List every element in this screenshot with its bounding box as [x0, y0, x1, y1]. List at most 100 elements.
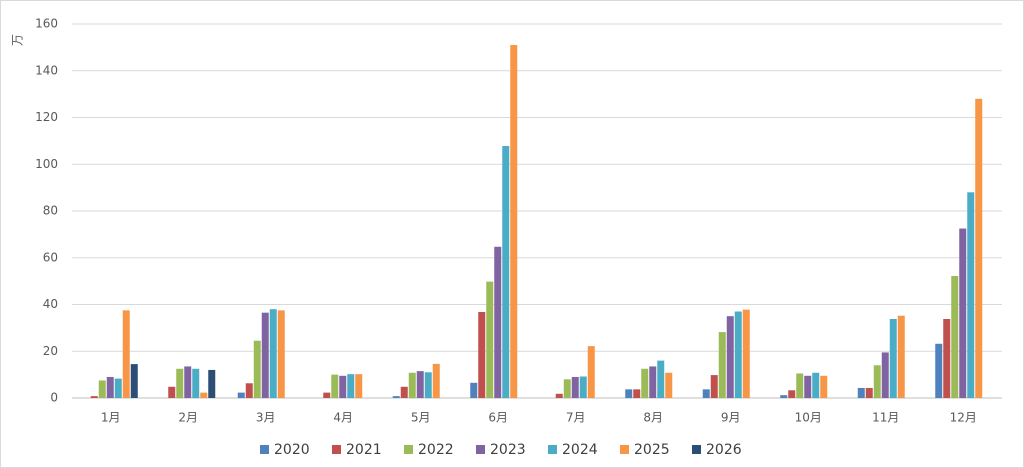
bar: [710, 375, 718, 398]
x-tick-label: 7月: [566, 411, 586, 425]
bar: [106, 376, 114, 398]
bar: [432, 363, 440, 398]
bar: [788, 390, 796, 398]
bar: [355, 374, 363, 398]
bar: [881, 352, 889, 398]
x-tick-label: 6月: [488, 411, 508, 425]
x-tick-label: 8月: [643, 411, 663, 425]
bar: [277, 310, 285, 398]
bar: [718, 332, 726, 398]
bar: [168, 386, 176, 398]
bar: [873, 365, 881, 398]
y-tick-label: 20: [43, 344, 58, 358]
bar: [400, 386, 408, 398]
bar: [935, 343, 943, 398]
bar: [470, 382, 478, 398]
bar: [98, 380, 106, 398]
bar: [184, 366, 192, 398]
x-tick-label: 9月: [721, 411, 741, 425]
legend-label: 2022: [418, 442, 454, 458]
y-tick-label: 80: [43, 204, 58, 218]
legend: 2020 2021 2022 2023 2024 2025 2026: [260, 442, 742, 458]
bar: [416, 371, 424, 398]
bar: [424, 372, 432, 398]
x-tick-label: 11月: [872, 411, 899, 425]
bar: [857, 387, 865, 398]
bar: [245, 383, 253, 398]
bar: [130, 364, 138, 398]
y-tick-label: 60: [43, 250, 58, 264]
legend-label: 2024: [562, 442, 598, 458]
y-tick-label: 140: [35, 63, 58, 77]
bar: [339, 375, 347, 398]
y-tick-label: 100: [35, 157, 58, 171]
bar: [657, 360, 665, 398]
bar: [408, 372, 416, 398]
bar: [502, 146, 510, 398]
bar: [665, 372, 673, 398]
bar: [967, 192, 975, 398]
bar: [90, 396, 98, 398]
bar: [897, 315, 905, 398]
bar: [192, 368, 200, 398]
bar: [780, 395, 788, 398]
bar: [951, 275, 959, 398]
bar: [587, 346, 595, 398]
x-tick-label: 3月: [256, 411, 276, 425]
bar: [641, 368, 649, 398]
y-axis-label: 万: [11, 34, 25, 46]
x-tick-label: 2月: [178, 411, 198, 425]
legend-swatch: [548, 445, 557, 454]
bar: [269, 309, 277, 398]
bar: [649, 366, 657, 398]
bar: [820, 375, 828, 398]
legend-swatch: [260, 445, 269, 454]
bar: [804, 375, 812, 398]
legend-swatch: [332, 445, 341, 454]
bar: [579, 376, 587, 398]
bar: [796, 373, 804, 398]
y-tick-label: 0: [50, 391, 58, 405]
bar: [323, 392, 331, 398]
bar: [122, 310, 130, 398]
bar: [943, 318, 951, 398]
legend-swatch: [476, 445, 485, 454]
bar: [742, 309, 750, 398]
x-tick-label: 5月: [411, 411, 431, 425]
y-tick-label: 160: [35, 17, 58, 31]
bar: [392, 396, 400, 398]
bar: [959, 228, 967, 398]
legend-label: 2021: [346, 442, 382, 458]
bar: [555, 393, 563, 398]
legend-swatch: [404, 445, 413, 454]
bar: [478, 311, 486, 398]
bar: [510, 45, 518, 398]
legend-label: 2023: [490, 442, 526, 458]
bar: [726, 316, 734, 398]
bar: [734, 311, 742, 398]
bar: [486, 281, 494, 398]
bar: [261, 312, 269, 398]
bar: [563, 379, 571, 398]
legend-swatch: [692, 445, 701, 454]
bar: [200, 392, 208, 398]
bar: [114, 378, 122, 398]
bar: [702, 389, 710, 398]
x-tick-label: 4月: [333, 411, 353, 425]
bar: [237, 392, 245, 398]
legend-label: 2025: [634, 442, 670, 458]
legend-label: 2026: [706, 442, 742, 458]
bar: [176, 368, 184, 398]
y-tick-label: 40: [43, 297, 58, 311]
x-tick-label: 10月: [795, 411, 822, 425]
bar: [208, 369, 216, 398]
bar: [331, 374, 339, 398]
bar: [633, 389, 641, 398]
bar: [865, 387, 873, 398]
bar: [347, 374, 355, 398]
legend-label: 2020: [274, 442, 310, 458]
x-tick-label: 1月: [101, 411, 121, 425]
bar: [889, 318, 897, 398]
y-tick-label: 120: [35, 110, 58, 124]
